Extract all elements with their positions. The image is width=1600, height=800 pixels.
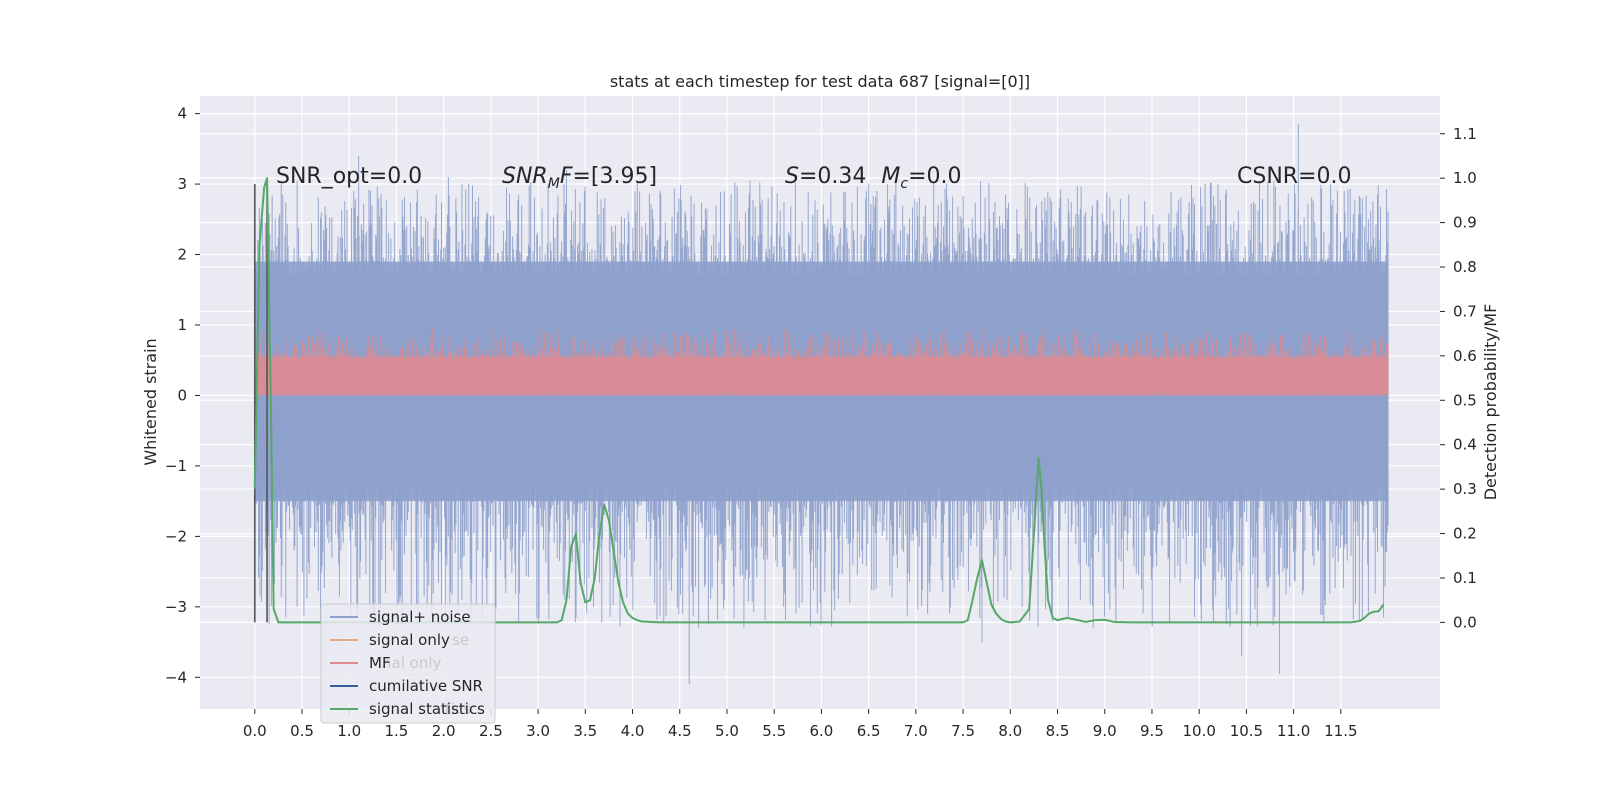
x-tick-label: 8.5 bbox=[1046, 722, 1070, 740]
x-tick-label: 4.0 bbox=[621, 722, 645, 740]
ticks: 0.0 0.5 1.0 1.5 2.0 2.5 3.0 3.5 4.0 4.5 5.0 5.5 6.0 6… bbox=[165, 105, 1477, 740]
x-tick-label: 4.5 bbox=[668, 722, 692, 740]
y2-tick-label: 1.0 bbox=[1453, 169, 1477, 187]
y2-tick-label: 0.4 bbox=[1453, 436, 1477, 454]
x-tick-label: 3.5 bbox=[573, 722, 597, 740]
y-tick-label: −1 bbox=[165, 457, 187, 475]
y2-tick-label: 0.8 bbox=[1453, 258, 1477, 276]
y2-tick-label: 0.2 bbox=[1453, 525, 1477, 543]
x-tick-label: 2.0 bbox=[432, 722, 456, 740]
x-tick-label: 5.0 bbox=[715, 722, 739, 740]
x-tick-label: 11.5 bbox=[1324, 722, 1357, 740]
y2-tick-label: 0.5 bbox=[1453, 391, 1477, 409]
y-tick-label: 0 bbox=[177, 386, 187, 404]
y2-tick-label: 0.1 bbox=[1453, 569, 1477, 587]
legend-label: signal statistics bbox=[369, 700, 485, 718]
legend-ghost-label: se bbox=[452, 631, 469, 649]
x-tick-label: 3.0 bbox=[526, 722, 550, 740]
legend-ghost-label: tics bbox=[445, 700, 471, 718]
x-tick-label: 10.5 bbox=[1230, 722, 1263, 740]
y-tick-label: 4 bbox=[177, 105, 187, 123]
legend: se nal only tics signal+ noise signal onl… bbox=[320, 603, 496, 724]
series-signal-statistics-line bbox=[253, 177, 1385, 624]
legend-ghost-label: nal only bbox=[382, 654, 441, 672]
x-tick-label: 11.0 bbox=[1277, 722, 1310, 740]
legend-label: MF bbox=[369, 654, 391, 672]
x-tick-label: 1.5 bbox=[385, 722, 409, 740]
y-tick-label: −2 bbox=[165, 527, 187, 545]
legend-label: cumilative SNR bbox=[369, 677, 483, 695]
y-tick-label: −4 bbox=[165, 668, 187, 686]
x-tick-label: 9.5 bbox=[1140, 722, 1164, 740]
y2-axis-label: Detection probability/MF bbox=[1481, 304, 1500, 501]
y-axis-label: Whitened strain bbox=[141, 338, 160, 465]
y2-tick-label: 0.6 bbox=[1453, 347, 1477, 365]
x-tick-label: 6.0 bbox=[809, 722, 833, 740]
annotation-snr-opt: SNR_opt=0.0 bbox=[276, 164, 422, 189]
x-tick-label: 6.5 bbox=[857, 722, 881, 740]
chart-title: stats at each timestep for test data 687… bbox=[610, 72, 1030, 91]
legend-label: signal only bbox=[369, 631, 450, 649]
y-tick-label: 3 bbox=[177, 175, 187, 193]
annotation-snr-mf: SNRMF=[3.95] bbox=[502, 164, 657, 192]
annotation-s-mc: S=0.34 Mc=0.0 bbox=[785, 164, 962, 192]
x-tick-label: 1.0 bbox=[337, 722, 361, 740]
y2-tick-label: 0.9 bbox=[1453, 214, 1477, 232]
y2-tick-label: 0.0 bbox=[1453, 613, 1477, 631]
y-tick-label: 1 bbox=[177, 316, 187, 334]
y2-tick-label: 0.7 bbox=[1453, 302, 1477, 320]
x-tick-label: 2.5 bbox=[479, 722, 503, 740]
x-tick-label: 5.5 bbox=[762, 722, 786, 740]
series-layer bbox=[253, 124, 1389, 685]
y-tick-label: −3 bbox=[165, 598, 187, 616]
series-mf bbox=[254, 328, 1389, 396]
x-tick-label: 0.5 bbox=[290, 722, 314, 740]
x-tick-label: 10.0 bbox=[1182, 722, 1215, 740]
y-tick-label: 2 bbox=[177, 246, 187, 264]
annotation-csnr: CSNR=0.0 bbox=[1237, 164, 1352, 189]
legend-label: signal+ noise bbox=[369, 608, 471, 626]
x-tick-label: 7.0 bbox=[904, 722, 928, 740]
legend-box bbox=[320, 603, 496, 724]
y2-tick-label: 1.1 bbox=[1453, 125, 1477, 143]
y2-tick-label: 0.3 bbox=[1453, 480, 1477, 498]
x-tick-label: 9.0 bbox=[1093, 722, 1117, 740]
x-tick-label: 8.0 bbox=[998, 722, 1022, 740]
x-tick-label: 7.5 bbox=[951, 722, 975, 740]
x-tick-label: 0.0 bbox=[243, 722, 267, 740]
